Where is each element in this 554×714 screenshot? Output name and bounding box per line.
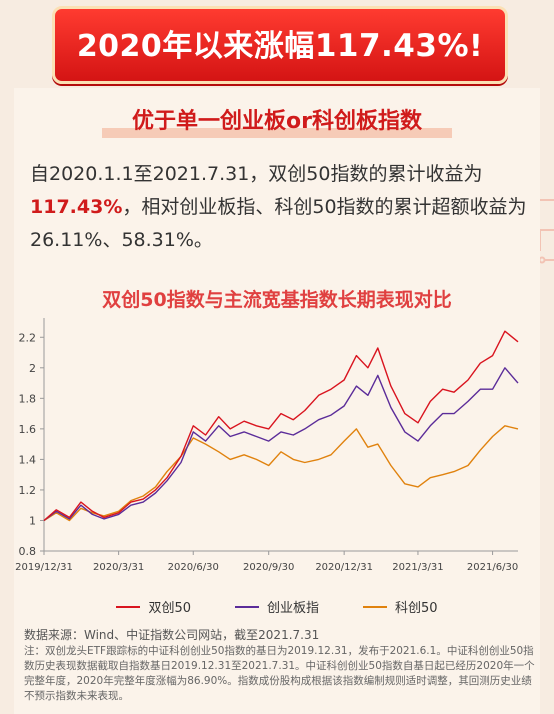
series-line-1 (43, 367, 519, 522)
subtitle: 优于单一创业板or科创板指数 (132, 109, 422, 134)
legend: 双创50 创业板指 科创50 (0, 597, 554, 616)
header-banner: 2020年以来涨幅117.43%! (52, 6, 508, 84)
subtitle-underline (102, 128, 452, 138)
x-tick-label: 2021/6/30 (467, 562, 518, 573)
legend-label: 双创50 (148, 601, 191, 616)
y-tick-label: 1.4 (19, 453, 37, 466)
line-chart: 0.8 1 1.2 1.4 1.6 1.8 2 2.2 2019/12/31 2020/3/31 2… (15, 318, 519, 573)
footnote: 注：双创龙头ETF跟踪标的中证科创创业50指数的基日为2019.12.31，发布… (24, 645, 535, 702)
x-tick-label: 2021/3/31 (392, 562, 443, 573)
x-tick-label: 2020/3/31 (93, 562, 144, 573)
legend-item-star50: 科创50 (363, 597, 438, 616)
x-tick-label: 2019/12/31 (15, 562, 73, 573)
description-rest: ，相对创业板指、科创50指数的累计超额收益为26.11%、58.31%。 (30, 196, 527, 251)
y-tick-label: 1.8 (19, 392, 37, 405)
y-tick-label: 1.6 (19, 423, 37, 436)
y-tick-label: 2 (29, 362, 36, 375)
series-line-0 (43, 330, 519, 522)
header-title-value: 117.43% (314, 28, 469, 64)
x-tick-label: 2020/12/31 (315, 562, 373, 573)
legend-swatch-orange (363, 605, 387, 608)
series-line-2 (43, 425, 519, 522)
description-line-1: 自2020.1.1至2021.7.31，双创50指数的累计收益为 (30, 163, 483, 185)
header-title-suffix: ! (469, 29, 484, 64)
legend-item-chinext: 创业板指 (234, 597, 319, 616)
description-highlight: 117.43% (30, 196, 123, 218)
header-title: 2020年以来涨幅117.43%! (55, 21, 505, 65)
y-tick-label: 1.2 (19, 484, 37, 497)
content-panel (14, 88, 540, 714)
description: 自2020.1.1至2021.7.31，双创50指数的累计收益为 117.43%… (30, 158, 530, 257)
data-source: 数据来源：Wind、中证指数公司网站，截至2021.7.31 (24, 628, 320, 642)
legend-swatch-red (116, 605, 141, 608)
header-title-prefix: 2020年以来涨幅 (76, 29, 315, 64)
legend-swatch-purple (234, 605, 259, 608)
legend-item-shuangchuang50: 双创50 (116, 597, 191, 616)
legend-label: 创业板指 (266, 601, 319, 616)
x-tick-label: 2020/9/30 (243, 562, 294, 573)
chart-title: 双创50指数与主流宽基指数长期表现对比 (102, 289, 452, 311)
y-tick-label: 0.8 (19, 545, 37, 558)
x-tick-label: 2020/6/30 (168, 562, 219, 573)
y-tick-label: 1 (29, 514, 36, 527)
legend-label: 科创50 (395, 601, 438, 616)
y-tick-label: 2.2 (19, 331, 37, 344)
